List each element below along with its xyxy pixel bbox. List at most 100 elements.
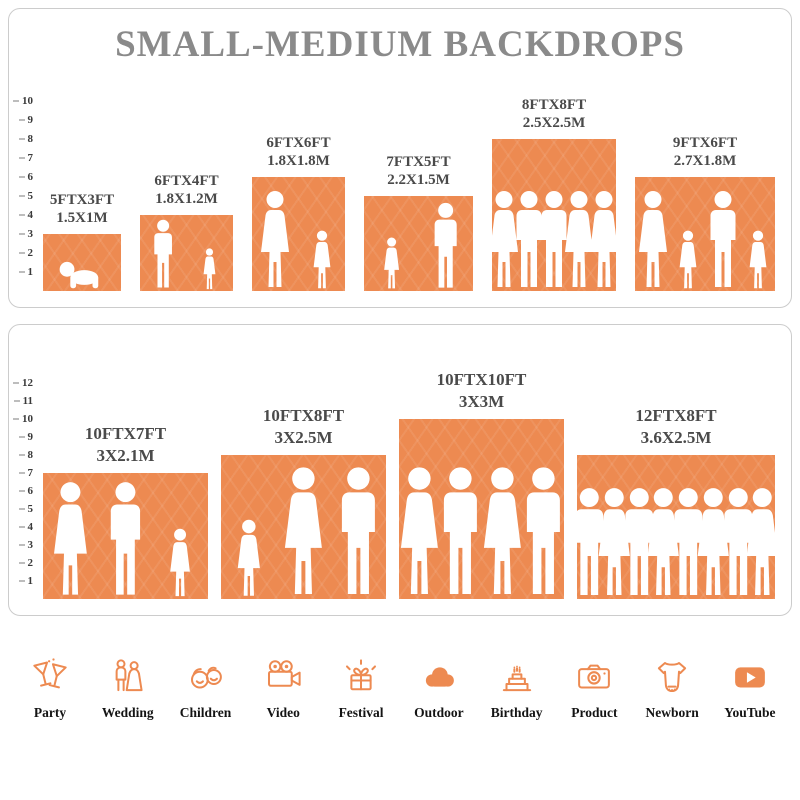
- backdrop-swatch: [43, 473, 208, 599]
- category-party: Party: [14, 656, 86, 721]
- size-m: 3X2.5M: [274, 427, 333, 447]
- backdrop-swatch: [364, 196, 473, 291]
- ruler-number: 6: [19, 485, 33, 497]
- ruler-number: 8: [19, 449, 33, 461]
- woman-silhouette: [399, 466, 446, 598]
- woman-silhouette: [476, 466, 529, 598]
- ruler-number: 5: [19, 190, 33, 202]
- man-silhouette: [534, 190, 574, 290]
- ruler-number: 4: [19, 521, 33, 533]
- backdrop-size-label: 5FTX3FT 1.5X1M: [50, 191, 114, 229]
- girl-silhouette: [746, 230, 770, 290]
- man-silhouette: [617, 487, 662, 598]
- category-outdoor: Outdoor: [403, 656, 475, 721]
- category-label: Newborn: [645, 705, 699, 720]
- backdrop-bar: 6FTX4FT 1.8X1.2M: [140, 172, 233, 291]
- product-icon: [578, 664, 611, 689]
- festival-icon: [346, 659, 377, 691]
- size-m: 1.5X1M: [56, 210, 108, 227]
- category-label: Outdoor: [414, 705, 464, 720]
- large-backdrops-panel: 1 2 3 4 5 6 7 8 9 10 11 12 10FTX7FT 3X2.1M 10FTX8FT 3X…: [8, 324, 792, 616]
- backdrop-size-label: 9FTX6FT 2.7X1.8M: [673, 134, 737, 172]
- backdrop-size-label: 10FTX8FT 3X2.5M: [263, 405, 344, 449]
- size-m: 3X3M: [458, 391, 505, 411]
- backdrop-size-label: 7FTX5FT 2.2X1.5M: [386, 153, 450, 191]
- woman-silhouette: [641, 487, 686, 598]
- backdrop-swatch: [252, 177, 345, 291]
- woman-silhouette: [255, 190, 295, 290]
- woman-silhouette: [47, 481, 94, 598]
- size-m: 1.8X1.2M: [155, 191, 218, 208]
- category-youtube: YouTube: [714, 656, 786, 721]
- outdoor-icon: [425, 667, 454, 687]
- girl-silhouette: [310, 230, 334, 290]
- ruler-number: 9: [19, 114, 33, 126]
- backdrop-swatch: [221, 455, 386, 599]
- backdrop-swatch: [635, 177, 775, 291]
- birthday-icon: [502, 665, 531, 692]
- size-m: 1.8X1.8M: [267, 153, 330, 170]
- size-ft: 6FTX6FT: [266, 134, 331, 151]
- backdrop-bar: 9FTX6FT 2.7X1.8M: [635, 134, 775, 291]
- wedding-icon: [115, 659, 143, 692]
- backdrop-bar: 10FTX10FT 3X3M: [399, 369, 564, 599]
- backdrop-size-label: 12FTX8FT 3.6X2.5M: [635, 405, 716, 449]
- newborn-icon: [657, 661, 687, 693]
- ruler-number: 1: [19, 575, 33, 587]
- category-label: Birthday: [490, 705, 543, 720]
- ruler-number: 1: [19, 266, 33, 278]
- bottom-ruler: 1 2 3 4 5 6 7 8 9 10 11 12: [13, 377, 35, 599]
- woman-silhouette: [592, 487, 637, 598]
- ruler-number: 4: [19, 209, 33, 221]
- man-silhouette: [703, 190, 743, 290]
- category-birthday: Birthday: [481, 656, 553, 721]
- size-m: 2.7X1.8M: [673, 153, 737, 170]
- woman-silhouette: [635, 190, 673, 290]
- woman-silhouette: [277, 466, 330, 598]
- ruler-number: 2: [19, 557, 33, 569]
- video-icon: [268, 660, 301, 687]
- backdrop-size-label: 6FTX6FT 1.8X1.8M: [266, 134, 330, 172]
- bottom-bars-row: 10FTX7FT 3X2.1M 10FTX8FT 3X2.5M 10FTX10FT 3X3…: [43, 369, 775, 599]
- size-m: 3X2.1M: [96, 445, 155, 465]
- category-video: Video: [247, 656, 319, 721]
- backdrop-size-label: 6FTX4FT 1.8X1.2M: [154, 172, 218, 210]
- ruler-number: 7: [19, 152, 33, 164]
- ruler-number: 11: [13, 395, 33, 407]
- size-ft: 12FTX8FT: [635, 405, 717, 425]
- man-silhouette: [428, 202, 463, 290]
- backdrop-swatch: [43, 234, 121, 291]
- ruler-number: 9: [19, 431, 33, 443]
- children-icon: [190, 666, 222, 689]
- category-wedding: Wedding: [92, 656, 164, 721]
- man-silhouette: [716, 487, 761, 598]
- woman-silhouette: [691, 487, 736, 598]
- man-silhouette: [332, 466, 385, 598]
- backdrop-bar: 6FTX6FT 1.8X1.8M: [252, 134, 345, 291]
- party-icon: [33, 658, 67, 689]
- ruler-number: 5: [19, 503, 33, 515]
- category-label: Children: [179, 705, 232, 720]
- size-m: 2.2X1.5M: [387, 172, 450, 189]
- youtube-icon: [735, 667, 765, 688]
- man-silhouette: [434, 466, 487, 598]
- size-ft: 5FTX3FT: [49, 191, 115, 208]
- category-row: Party Wedding Children: [14, 656, 786, 721]
- woman-silhouette: [559, 190, 599, 290]
- category-label: YouTube: [724, 705, 776, 720]
- category-festival: Festival: [325, 656, 397, 721]
- ruler-number: 6: [19, 171, 33, 183]
- woman-silhouette: [584, 190, 616, 290]
- man-silhouette: [517, 466, 564, 598]
- backdrop-bar: 10FTX8FT 3X2.5M: [221, 405, 386, 599]
- category-children: Children: [170, 656, 242, 721]
- category-label: Party: [33, 705, 67, 720]
- category-newborn: Newborn: [636, 656, 708, 721]
- backdrop-swatch: [492, 139, 616, 291]
- man-silhouette: [102, 481, 149, 598]
- ruler-number: 3: [19, 539, 33, 551]
- category-product: Product: [558, 656, 630, 721]
- backdrop-bar: 8FTX8FT 2.5X2.5M: [492, 96, 616, 291]
- ruler-number: 2: [19, 247, 33, 259]
